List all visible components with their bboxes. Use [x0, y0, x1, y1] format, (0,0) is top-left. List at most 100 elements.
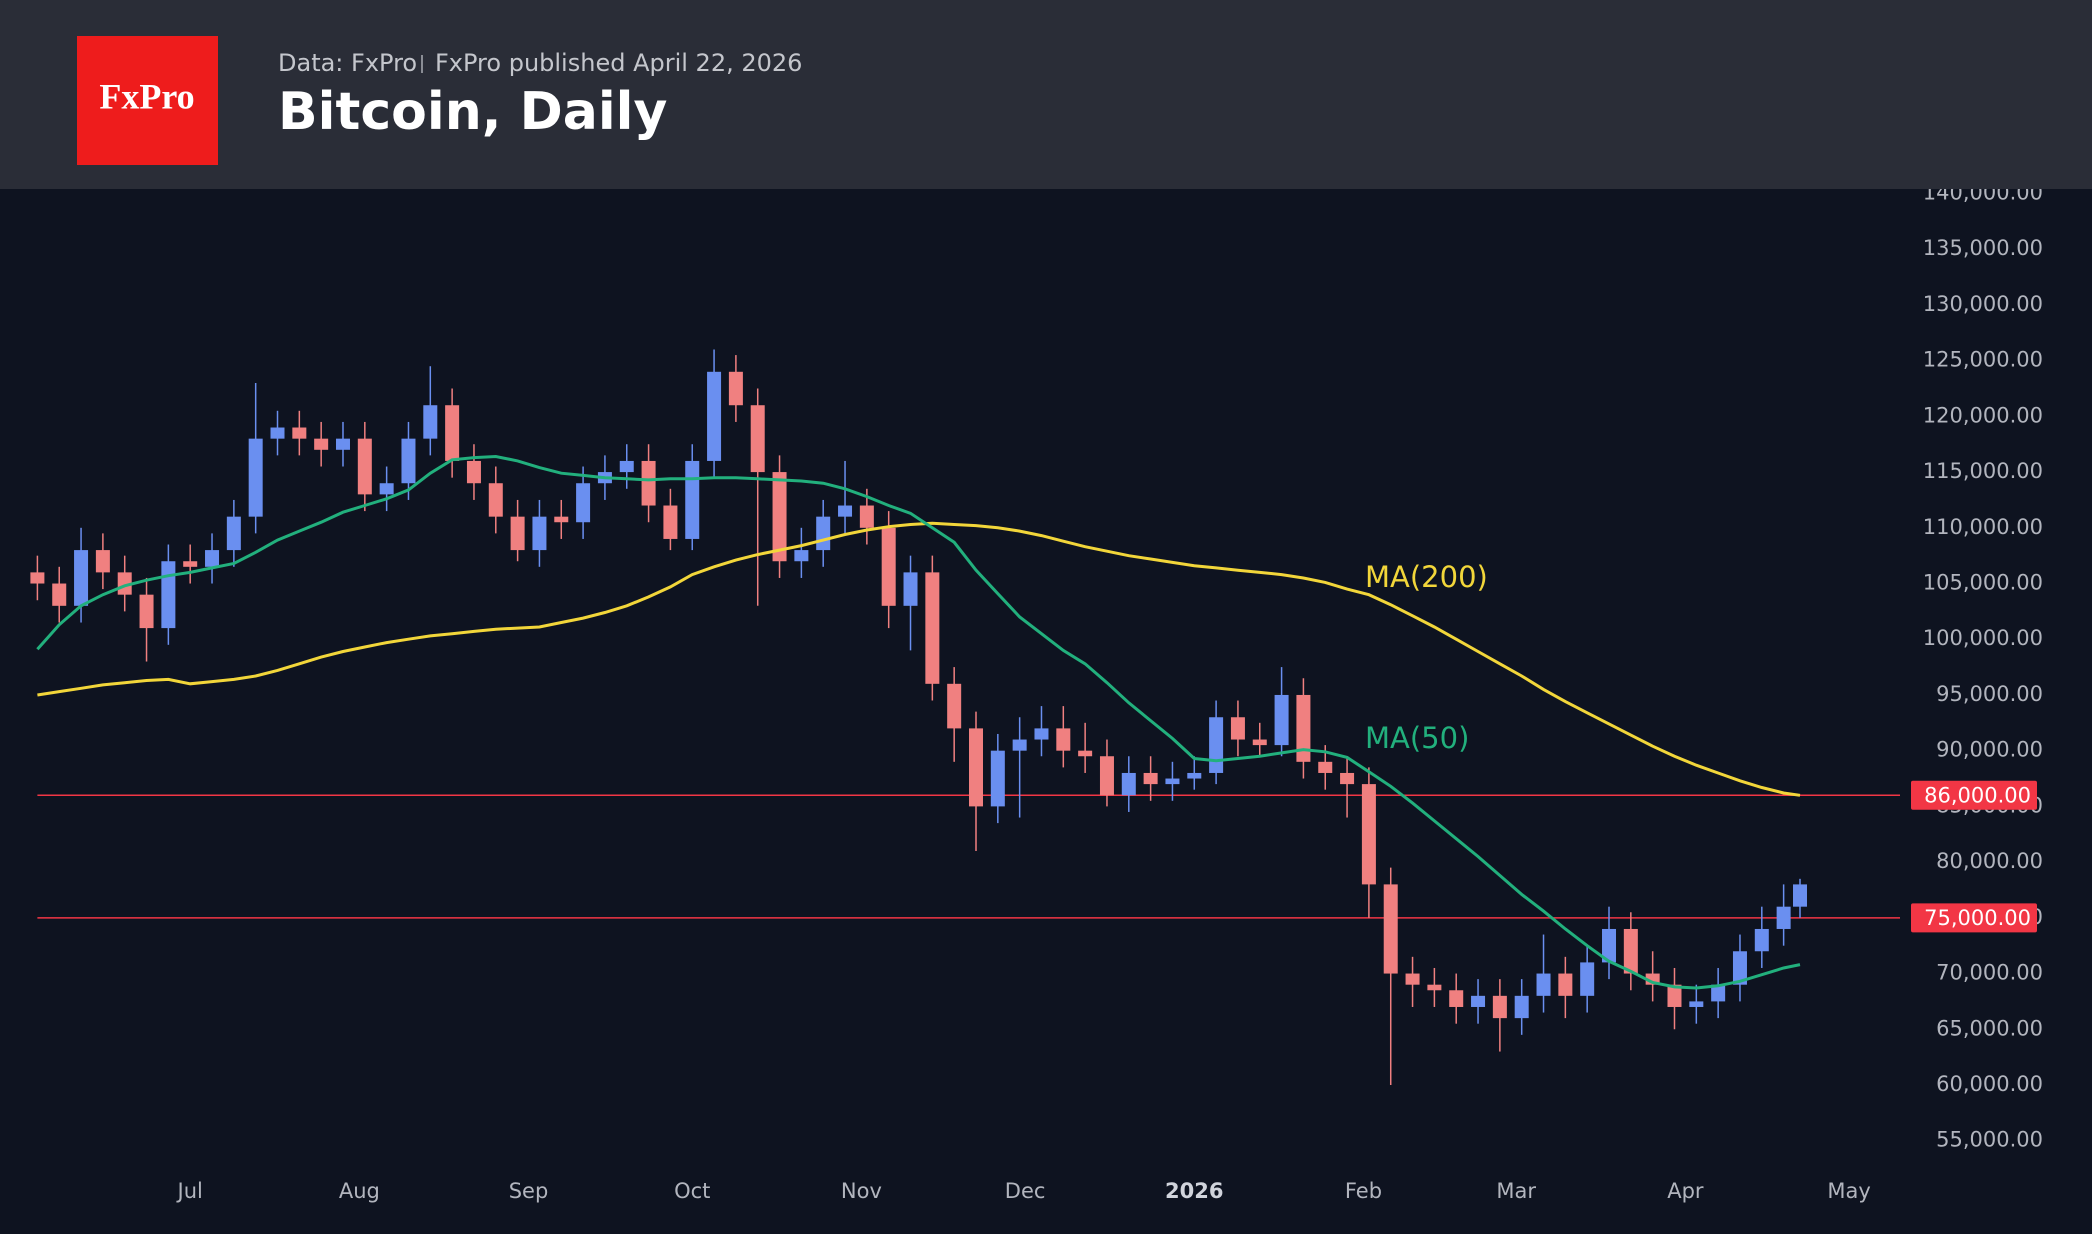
ma-label: MA(50) — [1365, 721, 1469, 755]
candle-body — [641, 460, 656, 506]
candle-body — [707, 371, 722, 461]
candle-body — [139, 594, 154, 629]
candle-body — [1514, 995, 1529, 1019]
candle-body — [1296, 694, 1311, 762]
x-tick-label: May — [1827, 1179, 1870, 1203]
y-tick-label: 105,000.00 — [1923, 571, 2043, 595]
candle-body — [1689, 1001, 1704, 1007]
candle-body — [794, 550, 809, 562]
candle-body — [183, 561, 198, 567]
candle-body — [968, 728, 983, 807]
candle-body — [1536, 973, 1551, 996]
candle-body — [466, 460, 481, 484]
candle-body — [357, 438, 372, 495]
candle-body — [161, 561, 176, 629]
candle-body — [859, 505, 874, 528]
ma-label: MA(200) — [1365, 560, 1488, 594]
x-tick-label: Mar — [1496, 1179, 1536, 1203]
logo-text: FxPro — [99, 76, 194, 116]
x-tick-label: Jul — [176, 1179, 203, 1203]
ma-line — [36, 454, 1801, 990]
candle-body — [445, 405, 460, 461]
x-tick-label: Aug — [339, 1179, 380, 1203]
candle-body — [816, 516, 831, 551]
candle-body — [423, 405, 438, 439]
candle-body — [248, 438, 263, 517]
candle-body — [1034, 728, 1049, 740]
candle-body — [1623, 928, 1638, 974]
candle-body — [1580, 962, 1595, 996]
candle-body — [1645, 973, 1660, 985]
x-tick-label: Feb — [1345, 1179, 1382, 1203]
candle-body — [30, 572, 45, 584]
candle-body — [990, 750, 1005, 807]
candle-body — [1776, 906, 1791, 929]
candle-body — [1383, 884, 1398, 974]
x-tick-label: Nov — [841, 1179, 882, 1203]
candle-body — [1754, 928, 1769, 952]
candle-body — [532, 516, 547, 551]
candle-body — [1209, 717, 1224, 773]
y-tick-label: 130,000.00 — [1923, 292, 2043, 316]
y-tick-label: 60,000.00 — [1936, 1072, 2043, 1096]
candle-body — [1427, 984, 1442, 991]
candle-body — [1056, 728, 1071, 751]
candle-body — [772, 472, 787, 562]
candle-body — [379, 483, 394, 495]
published: FxPro published April 22, 2026 — [435, 49, 802, 77]
candle-body — [1165, 778, 1180, 785]
x-tick-label: Dec — [1005, 1179, 1046, 1203]
candle-body — [1558, 973, 1573, 996]
candle-body — [1361, 784, 1376, 885]
candle-body — [1078, 750, 1093, 757]
candle-body — [1012, 739, 1027, 751]
candle-body — [1318, 761, 1333, 773]
candle-body — [750, 405, 765, 473]
y-tick-label: 100,000.00 — [1923, 626, 2043, 650]
chart-title: Bitcoin, Daily — [278, 82, 667, 142]
candle-body — [554, 516, 569, 523]
candle-body — [1143, 772, 1158, 785]
candle-body — [292, 427, 307, 439]
y-tick-label: 125,000.00 — [1923, 348, 2043, 372]
y-tick-label: 70,000.00 — [1936, 961, 2043, 985]
candle-body — [663, 505, 678, 539]
candle-body — [95, 550, 110, 573]
level-label: 86,000.00 — [1924, 783, 2031, 807]
candle-body — [685, 460, 700, 539]
candle-body — [1405, 973, 1420, 985]
candle-body — [619, 460, 634, 473]
header — [0, 0, 2092, 189]
candle-body — [881, 527, 896, 606]
source: Data: FxPro — [278, 49, 417, 77]
candle-body — [903, 572, 918, 606]
candle-body — [1274, 694, 1289, 746]
candle-body — [1667, 984, 1682, 1007]
candle-body — [205, 550, 220, 567]
candle-body — [1471, 995, 1486, 1007]
candle-body — [335, 438, 350, 450]
candle-body — [728, 371, 743, 406]
candle-body — [52, 583, 67, 606]
candle-body — [488, 483, 503, 517]
y-tick-label: 135,000.00 — [1923, 236, 2043, 260]
logo — [77, 36, 218, 165]
candle-body — [1492, 995, 1507, 1019]
candle-body — [74, 550, 89, 606]
candle-body — [226, 516, 241, 551]
candle-body — [1602, 928, 1617, 963]
x-tick-label: Apr — [1667, 1179, 1704, 1203]
candle-body — [1340, 772, 1355, 785]
level-label: 75,000.00 — [1924, 906, 2031, 930]
candle-body — [1230, 717, 1245, 740]
candle-body — [510, 516, 525, 551]
candle-body — [314, 438, 329, 450]
y-tick-label: 65,000.00 — [1936, 1016, 2043, 1040]
candle-body — [1121, 772, 1136, 796]
candle-body — [925, 572, 940, 684]
candle-body — [576, 483, 591, 523]
x-tick-label: Oct — [674, 1179, 710, 1203]
candle-body — [1099, 756, 1114, 796]
